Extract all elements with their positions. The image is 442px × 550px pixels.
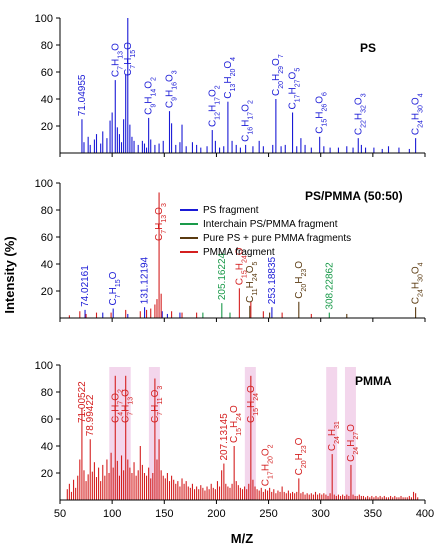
fragment-label: C24H30O4 (411, 262, 425, 304)
fragment-label: C24H30O4 (411, 93, 425, 135)
panel-title: PS (360, 41, 376, 55)
fragment-label: C24H31 (327, 421, 341, 451)
x-tick-label: 50 (54, 508, 66, 520)
y-tick-label: 60 (41, 67, 53, 79)
fragment-label: C7H15O (108, 271, 122, 305)
fragment-label: 71.04955 (77, 74, 88, 116)
fragment-label: C20H23O (294, 261, 308, 299)
fragment-label: 308.22862 (324, 262, 335, 310)
fragment-label: C7H13O3 (154, 203, 168, 241)
fragment-label: C15H24O (234, 247, 248, 285)
y-tick-label: 100 (35, 360, 53, 372)
fragment-label: C9H16O3 (165, 70, 179, 108)
y-tick-label: 100 (35, 13, 53, 25)
legend-label: Interchain PS/PMMA fragment (203, 219, 338, 230)
fragment-label: 78.99422 (85, 394, 96, 436)
fragment-label: C20H23O (294, 437, 308, 475)
fragment-label: C17H27O5 (288, 68, 302, 110)
fragment-label: C9H14O2 (144, 77, 158, 115)
x-tick-label: 150 (155, 508, 173, 520)
fragment-label: 71.00522 (77, 381, 88, 423)
fragment-label: C15H24O (246, 385, 259, 423)
fragment-label: C7H13O (121, 389, 135, 423)
y-tick-label: 80 (41, 387, 53, 399)
y-tick-label: 40 (41, 259, 53, 271)
y-tick-label: 60 (41, 232, 53, 244)
panel-2: 20 40 60 80 100 PS/PMMA (50:50) 74.02161 C7H15O… (35, 178, 426, 322)
fragment-label: 74.02161 (80, 265, 91, 307)
fragment-label: C7H13O (110, 43, 124, 77)
panel-title: PS/PMMA (50:50) (305, 189, 403, 203)
legend-label: PS fragment (203, 205, 259, 216)
y-tick-label: 80 (41, 40, 53, 52)
panel-3: 20 40 60 80 100 50 100 150 200 250 300 350 400 PMMA 71… (35, 360, 435, 520)
fragment-label: C20H29O7 (271, 54, 285, 96)
x-tick-label: 350 (364, 508, 382, 520)
fragment-label: C22H32O3 (353, 93, 367, 135)
fragment-label: C7H15O (123, 42, 137, 76)
fragment-label: C12H17O2 (207, 85, 221, 127)
fragment-label: C24H27O (346, 424, 360, 462)
fragment-label: 131.12194 (140, 256, 151, 304)
x-tick-label: 300 (312, 508, 330, 520)
legend: PS fragment Interchain PS/PMMA fragment Pu… (180, 205, 351, 258)
fragment-label: C4H7O2 (110, 389, 124, 423)
fragment-label: C7H11O3 (150, 386, 164, 423)
y-tick-label: 20 (41, 121, 53, 133)
panel-title: PMMA (355, 374, 392, 388)
fragment-label: C15H24O (229, 405, 243, 443)
y-axis-label: Intensity (%) (2, 236, 17, 313)
x-tick-label: 100 (103, 508, 121, 520)
y-tick-label: 60 (41, 414, 53, 426)
fragment-label: 205.16224 (217, 252, 228, 300)
legend-label: PMMA fragment (203, 247, 275, 258)
y-tick-label: 20 (41, 468, 53, 480)
highlight-band (326, 367, 338, 500)
y-tick-label: 100 (35, 178, 53, 190)
y-tick-label: 40 (41, 441, 53, 453)
x-axis-label: M/Z (231, 531, 253, 546)
y-tick-label: 40 (41, 94, 53, 106)
spectra-panels: 20406080100PS71.04955C7H13OC7H15OC9H14O2… (35, 13, 435, 520)
fragment-label: 253.18835 (267, 256, 278, 304)
fragment-label: C11H24O5 (245, 262, 258, 303)
x-tick-label: 400 (416, 508, 434, 520)
legend-label: Pure PS + pure PMMA fragments (203, 233, 351, 244)
fragment-label: C13H20O4 (223, 57, 237, 99)
y-tick-label: 80 (41, 205, 53, 217)
y-tick-label: 20 (41, 286, 53, 298)
fragment-label: C16H17O2 (241, 100, 255, 142)
highlight-band (344, 367, 356, 500)
fragment-label: 207.13145 (219, 413, 230, 461)
fragment-label: C17H20O2 (260, 444, 274, 486)
x-tick-label: 250 (259, 508, 277, 520)
x-tick-label: 200 (207, 508, 225, 520)
fragment-label: C15H26O6 (315, 92, 329, 134)
